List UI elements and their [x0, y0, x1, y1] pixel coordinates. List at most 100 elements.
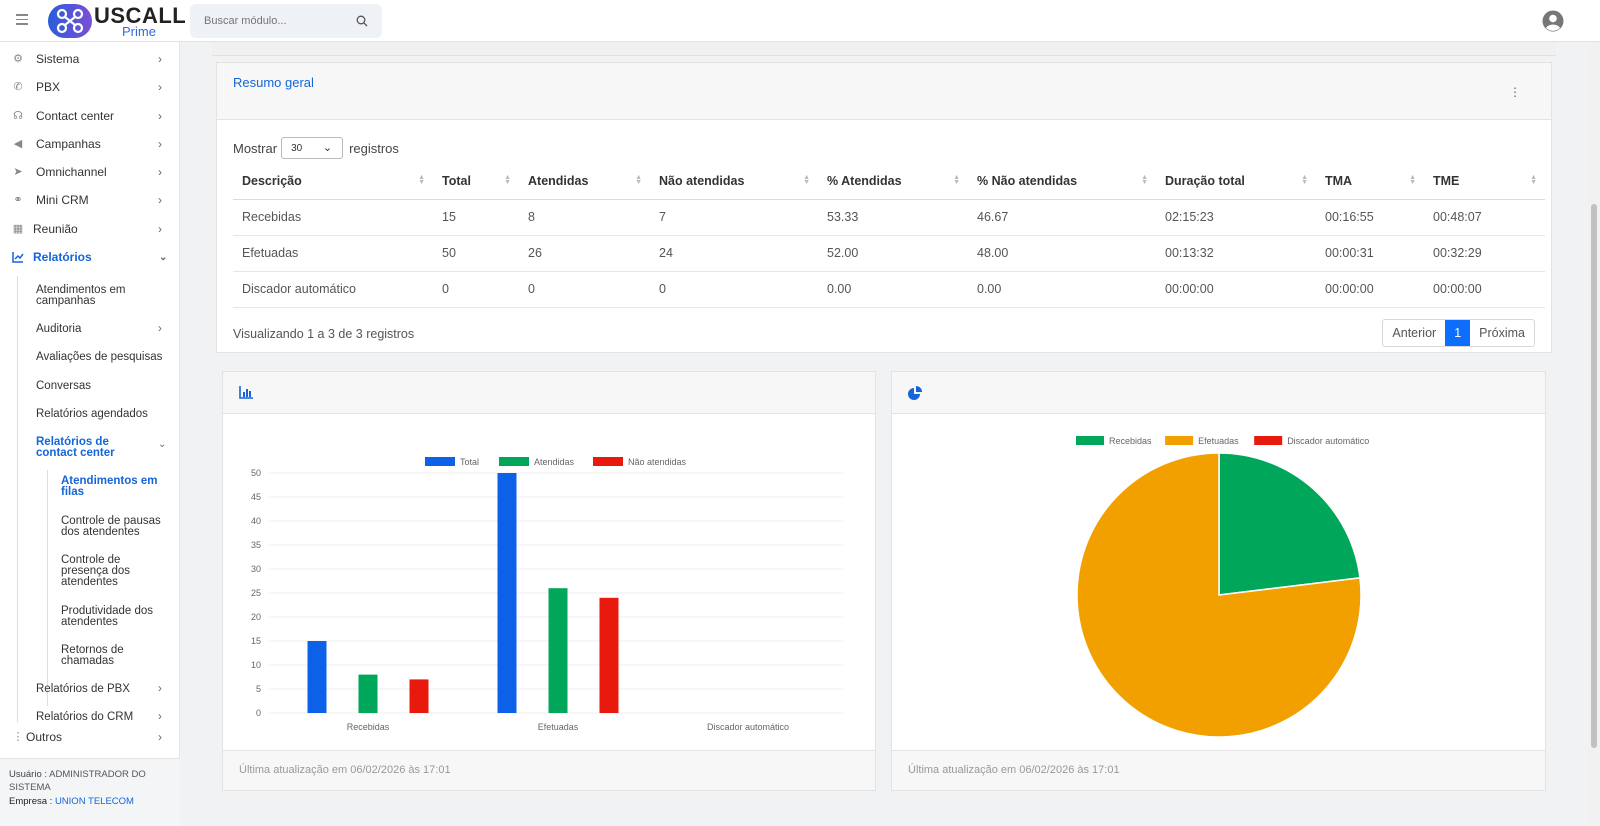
y-tick-label: 40: [251, 516, 261, 526]
sidebar-subitem-controle-presenca[interactable]: Controle de presença dos atendentes: [61, 554, 131, 588]
legend-label: Atendidas: [534, 457, 575, 467]
bar-não-atendidas[interactable]: [599, 597, 619, 713]
bar-atendidas[interactable]: [548, 588, 568, 713]
sidebar-item-reuniao[interactable]: ▦ Reunião ›: [0, 216, 180, 242]
scrollbar-thumb[interactable]: [1591, 204, 1597, 748]
sidebar-subitem-atendimentos-campanhas[interactable]: Atendimentos em campanhas: [36, 284, 126, 307]
table-cell: 24: [650, 235, 818, 272]
records-label: registros: [349, 140, 399, 156]
app-logo[interactable]: USCALL Prime: [48, 4, 186, 38]
sidebar-subitem-auditoria[interactable]: Auditoria ›: [36, 323, 176, 335]
table-cell: Efetuadas: [233, 235, 433, 272]
sidebar-subitem-avaliacoes[interactable]: Avaliações de pesquisas: [36, 351, 163, 363]
logo-sub-text: Prime: [122, 23, 156, 39]
y-tick-label: 50: [251, 468, 261, 478]
table-cell: 53.33: [818, 199, 968, 236]
bar-não-atendidas[interactable]: [409, 679, 429, 713]
sidebar-item-pbx[interactable]: ✆ PBX ›: [0, 74, 180, 100]
sidebar-item-label: Outros: [26, 730, 63, 744]
column-header-tma[interactable]: TMA ▲ ▼: [1316, 163, 1424, 200]
pie-slice-recebidas[interactable]: [1218, 452, 1361, 596]
y-tick-label: 45: [251, 492, 261, 502]
calendar-icon: ▦: [12, 223, 24, 235]
search-input[interactable]: [190, 4, 340, 38]
sidebar-subitem-relatorios-crm[interactable]: Relatórios do CRM ›: [36, 711, 176, 723]
chevron-right-icon: ›: [158, 323, 162, 335]
sidebar-item-label: Campanhas: [36, 137, 101, 151]
column-header-label: TMA: [1325, 173, 1353, 188]
bar-total[interactable]: [497, 473, 517, 713]
bar-atendidas[interactable]: [358, 674, 378, 713]
sidebar-item-sistema[interactable]: ⚙ Sistema ›: [0, 46, 180, 72]
table-cell: 0.00: [818, 271, 968, 308]
table-cell: 0: [433, 271, 519, 308]
table-cell: 00:00:00: [1424, 271, 1545, 308]
menu-toggle-icon[interactable]: [16, 14, 28, 26]
legend-label: Discador automático: [1287, 436, 1369, 446]
sort-icon: ▲ ▼: [1301, 174, 1308, 186]
chevron-right-icon: ›: [158, 193, 162, 207]
column-header-label: % Não atendidas: [977, 173, 1078, 188]
pager-next-button[interactable]: Próxima: [1479, 326, 1525, 340]
sort-icon: ▲ ▼: [803, 174, 810, 186]
table-cell: 7: [650, 199, 818, 236]
column-header-label: TME: [1433, 173, 1460, 188]
pager-prev-button[interactable]: Anterior: [1392, 326, 1437, 340]
sidebar-item-label: Mini CRM: [36, 193, 89, 207]
last-update-text: Última atualização em 06/02/2026 às 17:0…: [908, 764, 1120, 776]
page-length-select[interactable]: 30 ⌄: [281, 137, 344, 159]
sidebar-subitem-atendimentos-filas[interactable]: Atendimentos em filas: [61, 475, 158, 498]
chevron-right-icon: ›: [158, 80, 162, 94]
column-header-nao-atendidas[interactable]: Não atendidas ▲ ▼: [650, 163, 818, 200]
card-options-icon[interactable]: ⋮: [1509, 85, 1521, 99]
company-name[interactable]: UNION TELECOM: [54, 796, 134, 807]
sidebar-item-relatorios[interactable]: Relatórios ⌄: [0, 244, 180, 270]
legend-swatch: [1076, 436, 1104, 445]
company-label: Empresa :: [9, 796, 53, 807]
column-header-total[interactable]: Total ▲ ▼: [433, 163, 519, 200]
sidebar-item-campanhas[interactable]: ◀ Campanhas ›: [0, 131, 180, 157]
summary-title: Resumo geral: [233, 75, 314, 90]
page-scrollbar[interactable]: [1588, 0, 1600, 826]
sidebar-subitem-conversas[interactable]: Conversas: [36, 380, 91, 392]
table-cell: 8: [519, 199, 650, 236]
submenu-guide-line: [17, 276, 18, 722]
sidebar-subitem-retornos[interactable]: Retornos de chamadas: [61, 644, 124, 667]
column-header-atendidas[interactable]: Atendidas ▲ ▼: [519, 163, 650, 200]
column-header-pct-nao-atendidas[interactable]: % Não atendidas ▲ ▼: [968, 163, 1156, 200]
legend-label: Total: [460, 457, 479, 467]
bar-total[interactable]: [307, 641, 327, 713]
sidebar-subitem-relatorios-pbx[interactable]: Relatórios de PBX ›: [36, 683, 176, 695]
column-header-descricao[interactable]: Descrição ▲ ▼: [233, 163, 433, 200]
legend-label: Efetuadas: [1198, 436, 1239, 446]
sidebar-subitem-relatorios-agendados[interactable]: Relatórios agendados: [36, 408, 148, 420]
table-cell: 48.00: [968, 235, 1156, 272]
pie-slice-efetuadas[interactable]: [1076, 452, 1362, 738]
pager-page-button[interactable]: 1: [1445, 320, 1471, 346]
table-cell: 00:48:07: [1424, 199, 1545, 236]
column-header-tme[interactable]: TME ▲ ▼: [1424, 163, 1545, 200]
sort-icon: ▲ ▼: [504, 174, 511, 186]
user-label: Usuário :: [9, 769, 48, 780]
table-cell: 0.00: [968, 271, 1156, 308]
sidebar-item-outros[interactable]: ⋮ Outros ›: [0, 724, 180, 750]
sidebar-item-omnichannel[interactable]: ➤ Omnichannel ›: [0, 159, 180, 185]
sidebar-subitem-produtividade[interactable]: Produtividade dos atendentes: [61, 605, 154, 628]
sidebar-subitem-relatorios-contact-center[interactable]: Relatórios de contact center ⌄: [36, 436, 166, 459]
table-cell: 00:16:55: [1316, 199, 1424, 236]
table-cell: 00:00:31: [1316, 235, 1424, 272]
bar-chart-icon: [239, 386, 253, 399]
table-cell: 00:32:29: [1424, 235, 1545, 272]
last-update-text: Última atualização em 06/02/2026 às 17:0…: [239, 764, 451, 776]
sidebar-item-contact-center[interactable]: ☊ Contact center ›: [0, 103, 180, 129]
user-avatar-icon[interactable]: [1542, 10, 1564, 32]
chevron-right-icon: ›: [158, 52, 162, 66]
user-name: ADMINISTRADOR DO SISTEMA: [9, 769, 146, 793]
sidebar-item-mini-crm[interactable]: ⚭ Mini CRM ›: [0, 187, 180, 213]
column-header-pct-atendidas[interactable]: % Atendidas ▲ ▼: [818, 163, 968, 200]
column-header-label: % Atendidas: [827, 173, 902, 188]
sidebar-subitem-controle-pausas[interactable]: Controle de pausas dos atendentes: [61, 515, 161, 538]
search-icon[interactable]: [356, 15, 368, 27]
module-search: [190, 4, 382, 38]
column-header-duracao-total[interactable]: Duração total ▲ ▼: [1156, 163, 1316, 200]
